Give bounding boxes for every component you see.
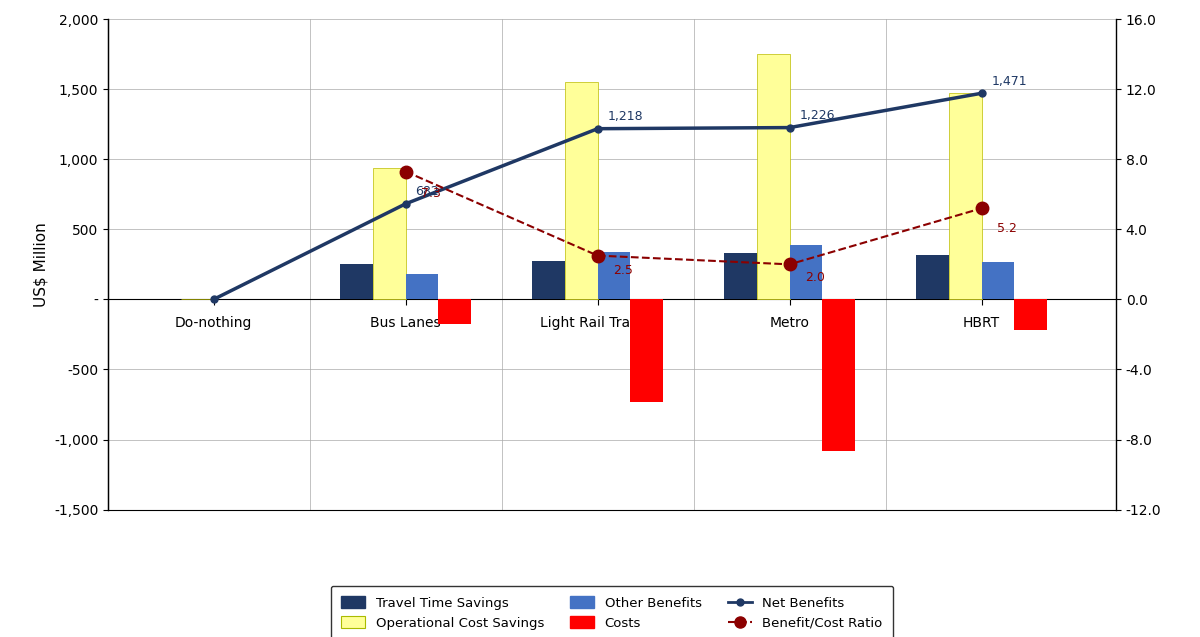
Y-axis label: US$ Million: US$ Million [34,222,48,307]
Line: Net Benefits: Net Benefits [210,90,985,303]
Bar [438,299,470,324]
Line: Benefit/Cost Ratio: Benefit/Cost Ratio [400,165,988,271]
Benefit/Cost Ratio [590,252,605,259]
Bar [725,253,757,299]
Bar [757,54,790,299]
Bar [917,255,949,299]
Bar [533,261,565,299]
Net Benefits [206,296,221,303]
Text: 2.0: 2.0 [805,271,824,284]
Net Benefits [398,200,413,208]
Bar [1014,299,1046,330]
Bar [949,94,982,299]
Bar [982,262,1014,299]
Text: 7.3: 7.3 [421,187,440,200]
Bar [406,274,438,299]
Benefit/Cost Ratio [782,261,797,268]
Bar [630,299,662,402]
Text: 2.5: 2.5 [613,264,632,277]
Bar [598,252,630,299]
Benefit/Cost Ratio [398,168,413,175]
Bar [822,299,854,452]
Net Benefits [590,125,605,132]
Benefit/Cost Ratio [974,204,989,212]
Text: 682: 682 [415,185,439,198]
Bar [373,168,406,299]
Text: 1,471: 1,471 [991,75,1027,88]
Text: 1,226: 1,226 [799,109,835,122]
Net Benefits [782,124,797,131]
Bar [341,264,373,299]
Bar [790,245,822,299]
Bar [565,82,598,299]
Net Benefits [974,89,989,97]
Text: 1,218: 1,218 [607,110,643,123]
Legend: Travel Time Savings, Operational Cost Savings, Other Benefits, Costs, Net Benefi: Travel Time Savings, Operational Cost Sa… [331,586,893,637]
Text: 5.2: 5.2 [997,222,1016,235]
